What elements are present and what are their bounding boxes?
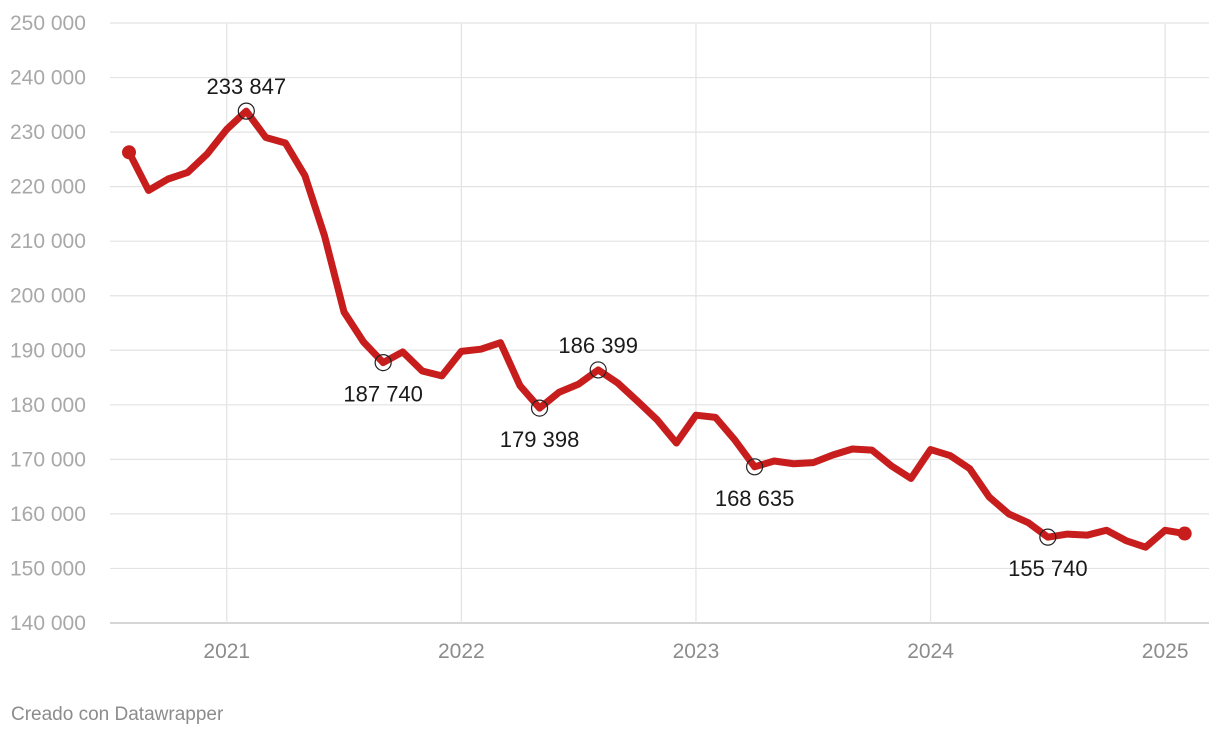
x-tick-label: 2022 — [438, 640, 485, 663]
annotation-marker — [374, 354, 392, 372]
y-tick-label: 230 000 — [10, 121, 86, 144]
y-tick-label: 220 000 — [10, 176, 86, 199]
annotation-marker — [589, 361, 607, 379]
x-tick-label: 2023 — [673, 640, 720, 663]
line-chart: 250 000 240 000 230 000 220 000 210 000 200 0… — [10, 12, 1209, 663]
y-axis: 250 000 240 000 230 000 220 000 210 000 200 0… — [10, 12, 86, 635]
annotation-marker — [530, 399, 549, 417]
y-tick-label: 180 000 — [10, 394, 86, 417]
annotation-marker — [1039, 528, 1057, 546]
y-tick-label: 240 000 — [10, 67, 86, 90]
x-tick-label: 2021 — [203, 640, 250, 663]
data-label: 168 635 — [715, 486, 795, 511]
x-axis: 2021 2022 2023 2024 2025 — [203, 640, 1188, 663]
x-tick-label: 2024 — [907, 640, 954, 663]
x-tick-label: 2025 — [1142, 640, 1189, 663]
y-tick-label: 140 000 — [10, 612, 86, 635]
gridlines — [110, 22, 1209, 624]
y-tick-label: 160 000 — [10, 503, 86, 526]
series-line — [125, 107, 1189, 551]
data-label: 155 740 — [1008, 556, 1088, 581]
annotation-marker — [745, 458, 764, 476]
data-label: 179 398 — [500, 427, 580, 452]
data-label: 187 740 — [343, 382, 423, 407]
y-tick-label: 190 000 — [10, 339, 86, 362]
y-tick-label: 170 000 — [10, 448, 86, 471]
footer-credit: Creado con Datawrapper — [11, 704, 224, 725]
data-label: 186 399 — [558, 333, 638, 358]
point-markers — [122, 102, 1192, 546]
y-tick-label: 150 000 — [10, 557, 86, 580]
y-tick-label: 200 000 — [10, 285, 86, 308]
y-tick-label: 210 000 — [10, 230, 86, 253]
y-tick-label: 250 000 — [10, 12, 86, 35]
data-label: 233 847 — [207, 74, 287, 99]
annotation-marker — [237, 102, 255, 120]
data-labels: 233 847 187 740 179 398 186 399 168 635 155 7… — [207, 74, 1088, 581]
start-point — [122, 145, 136, 160]
end-point — [1177, 526, 1192, 541]
